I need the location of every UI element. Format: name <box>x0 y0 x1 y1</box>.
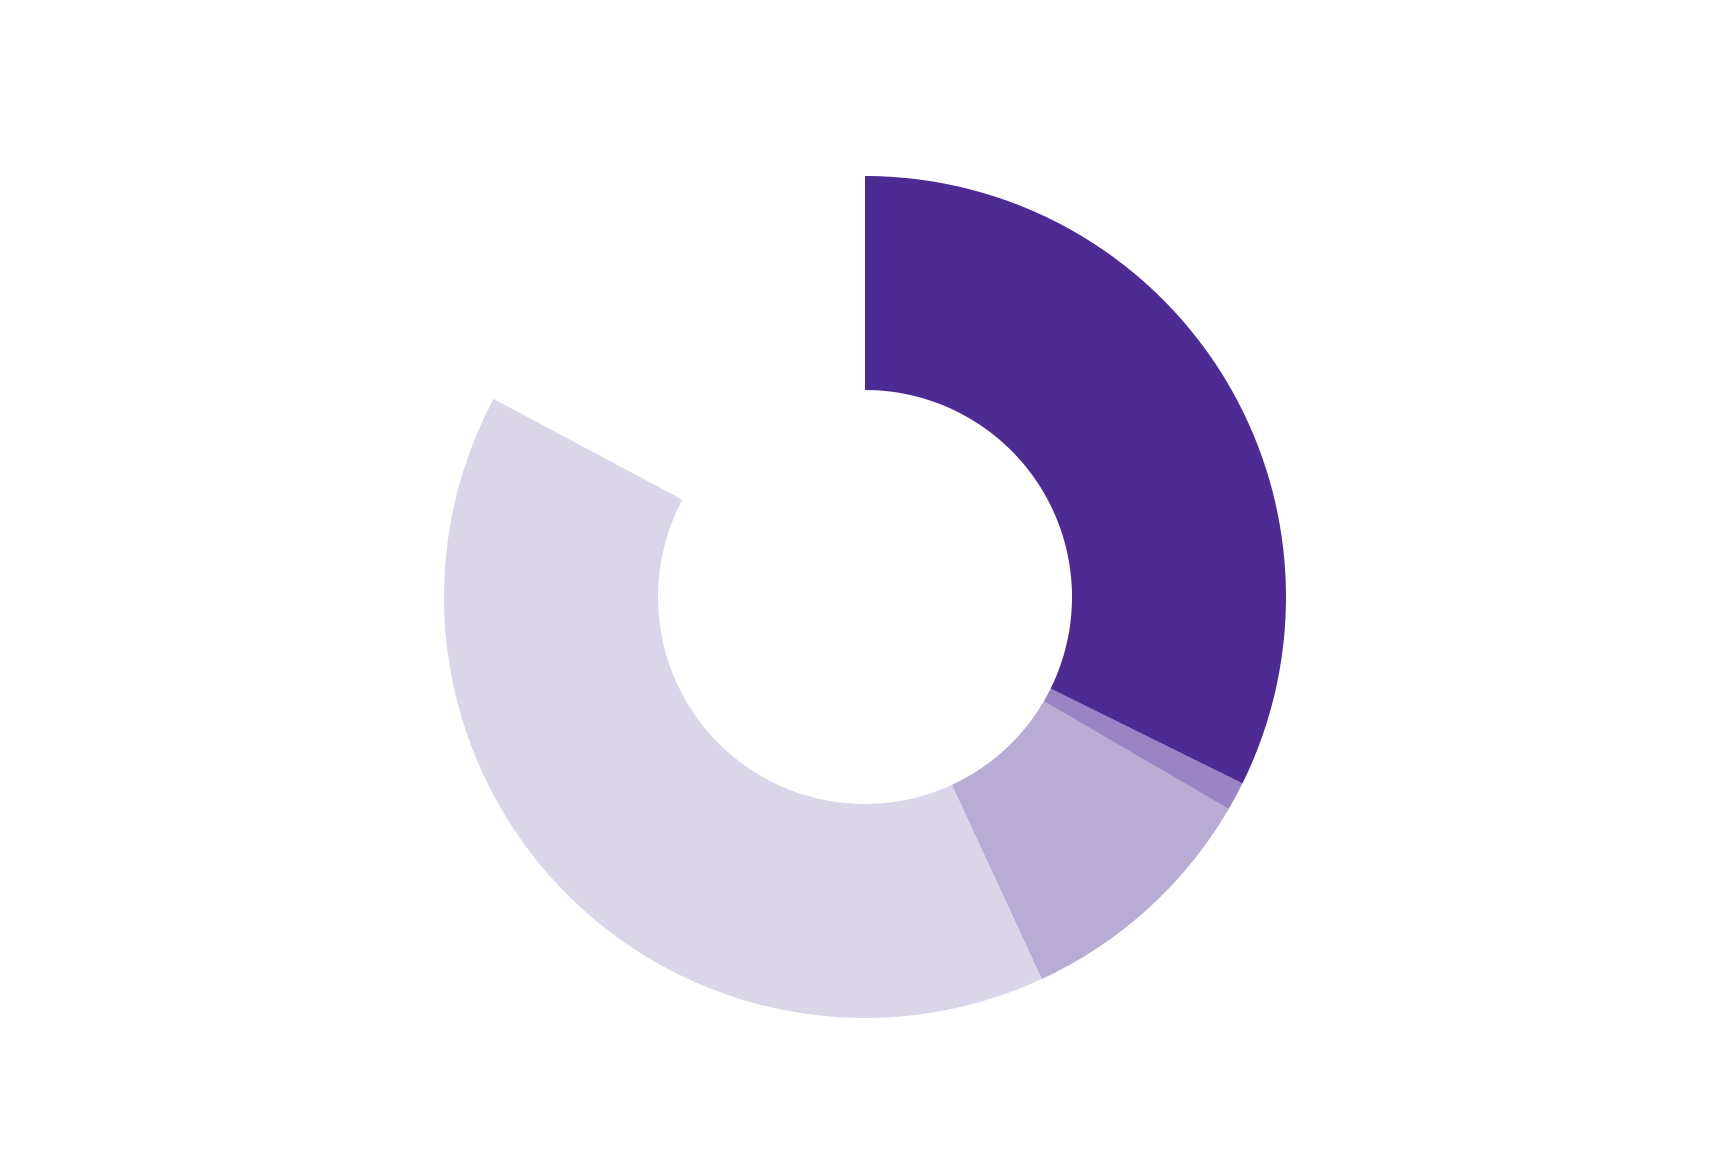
donut-segment <box>443 398 1042 1019</box>
donut-segment <box>493 176 865 500</box>
donut-segment <box>1043 688 1243 810</box>
donut-segment <box>951 701 1229 980</box>
donut-segment <box>865 176 1286 784</box>
